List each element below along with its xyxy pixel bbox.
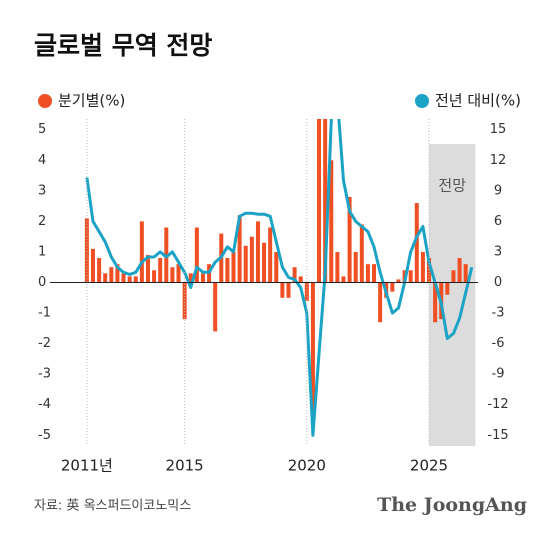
x-tick-label: 2015 xyxy=(166,457,204,475)
y2-tick-label: 0 xyxy=(494,275,502,290)
x-tick-label: 2025 xyxy=(410,457,448,475)
bar xyxy=(115,264,120,283)
bar xyxy=(237,215,242,283)
bar xyxy=(445,282,450,295)
bar xyxy=(433,282,438,323)
bar xyxy=(390,282,395,292)
bar xyxy=(97,258,102,283)
y2-tick-label: -12 xyxy=(487,397,508,412)
y-tick-label: 1 xyxy=(38,244,46,259)
bar xyxy=(170,267,175,283)
bar xyxy=(213,282,218,332)
forecast-label: 전망 xyxy=(438,177,466,195)
bar xyxy=(317,119,322,283)
bar xyxy=(420,251,425,283)
legend-label: 분기별(%) xyxy=(58,92,125,110)
bar xyxy=(292,267,297,283)
bar xyxy=(109,267,114,283)
bar xyxy=(133,276,138,283)
bar xyxy=(188,273,193,283)
bar xyxy=(262,242,267,283)
bar xyxy=(194,227,199,283)
bar xyxy=(152,270,157,283)
x-tick-label: 2011년 xyxy=(61,457,113,475)
bar xyxy=(164,227,169,283)
bar xyxy=(396,279,401,283)
bar xyxy=(359,224,364,283)
bar xyxy=(182,282,187,320)
bar xyxy=(127,276,132,283)
bar xyxy=(298,276,303,283)
y-tick-label: -5 xyxy=(38,428,51,443)
bar xyxy=(414,203,419,283)
y2-tick-label: -3 xyxy=(492,306,505,321)
chart-title: 글로벌 무역 전망 xyxy=(34,31,212,60)
y2-tick-label: -15 xyxy=(487,428,508,443)
bar xyxy=(280,282,285,298)
legend-label: 전년 대비(%) xyxy=(435,92,521,110)
bar xyxy=(243,245,248,283)
bar xyxy=(341,276,346,283)
bar xyxy=(268,227,273,283)
bar xyxy=(84,218,89,283)
bar xyxy=(427,258,432,283)
bar xyxy=(457,258,462,283)
legend-swatch xyxy=(415,94,429,108)
y-tick-label: 5 xyxy=(38,122,46,137)
y2-tick-label: 15 xyxy=(490,122,507,137)
bar xyxy=(145,254,150,283)
bar xyxy=(304,282,309,301)
y2-tick-label: -9 xyxy=(492,367,505,382)
bar xyxy=(200,273,205,283)
bar xyxy=(274,251,279,283)
legend-swatch xyxy=(38,94,52,108)
bar xyxy=(158,258,163,283)
y-tick-label: -1 xyxy=(38,306,51,321)
y2-tick-label: 6 xyxy=(494,214,502,229)
bar xyxy=(372,264,377,283)
brand: The JoongAng xyxy=(377,494,527,516)
x-tick-label: 2020 xyxy=(288,457,326,475)
line xyxy=(85,119,474,437)
y2-tick-label: -6 xyxy=(492,336,505,351)
bar xyxy=(408,270,413,283)
bar xyxy=(347,196,352,283)
bar xyxy=(90,248,95,283)
y-tick-label: -3 xyxy=(38,367,51,382)
bar xyxy=(103,273,108,283)
bar xyxy=(378,282,383,323)
y-tick-label: 0 xyxy=(38,275,46,290)
bar xyxy=(225,258,230,283)
y-tick-label: -2 xyxy=(38,336,51,351)
bar xyxy=(231,251,236,283)
y2-tick-label: 12 xyxy=(490,153,507,168)
y-tick-label: 2 xyxy=(38,214,46,229)
source: 자료: 英 옥스퍼드이코노믹스 xyxy=(34,499,191,514)
y2-tick-label: 3 xyxy=(494,244,502,259)
bar xyxy=(121,273,126,283)
bar xyxy=(255,221,260,283)
y-tick-label: -4 xyxy=(38,397,51,412)
bar xyxy=(463,264,468,283)
y2-tick-label: 9 xyxy=(494,183,502,198)
bar xyxy=(176,264,181,283)
bar xyxy=(323,119,328,283)
y-tick-label: 4 xyxy=(38,153,46,168)
bar xyxy=(451,270,456,283)
bar xyxy=(249,236,254,283)
bar xyxy=(310,282,315,421)
bar xyxy=(286,282,291,298)
y-tick-label: 3 xyxy=(38,183,46,198)
bar xyxy=(329,160,334,283)
bar xyxy=(335,251,340,283)
bar xyxy=(365,264,370,283)
bar xyxy=(139,221,144,283)
bar xyxy=(353,251,358,283)
